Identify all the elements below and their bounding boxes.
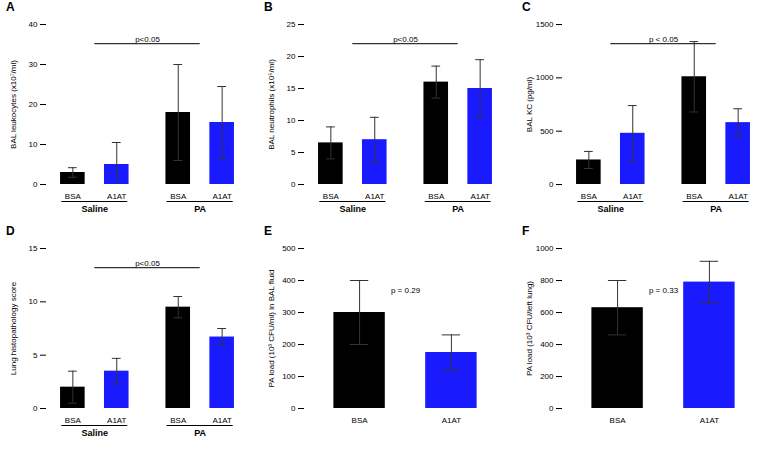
svg-text:20: 20 — [287, 52, 296, 61]
svg-text:0: 0 — [33, 404, 38, 413]
html-text:C: C — [522, 0, 531, 14]
svg-text:600: 600 — [540, 308, 554, 317]
svg-text:30: 30 — [29, 60, 38, 69]
svg-text:800: 800 — [540, 276, 554, 285]
svg-text:500: 500 — [540, 127, 554, 136]
svg-text:10: 10 — [29, 297, 38, 306]
svg-text:0: 0 — [549, 404, 554, 413]
svg-text:A1AT: A1AT — [212, 416, 232, 425]
svg-text:PA load (10³ CFU/left lung): PA load (10³ CFU/left lung) — [525, 281, 534, 376]
svg-text:1000: 1000 — [536, 244, 554, 253]
svg-text:PA: PA — [452, 204, 464, 214]
svg-text:25: 25 — [287, 20, 296, 29]
svg-text:A1AT: A1AT — [365, 192, 385, 201]
html-text:E: E — [264, 224, 272, 238]
svg-text:1500: 1500 — [536, 20, 554, 29]
svg-text:Saline: Saline — [82, 204, 109, 214]
svg-text:p = 0.29: p = 0.29 — [391, 286, 421, 295]
svg-text:10: 10 — [287, 116, 296, 125]
svg-text:0: 0 — [291, 180, 296, 189]
svg-text:BSA: BSA — [170, 416, 187, 425]
svg-text:300: 300 — [282, 308, 296, 317]
svg-text:BAL neutrophils (x10⁵/ml): BAL neutrophils (x10⁵/ml) — [267, 59, 276, 150]
svg-text:PA: PA — [710, 204, 722, 214]
svg-text:BAL KC (pg/ml): BAL KC (pg/ml) — [525, 77, 534, 133]
html-text:F: F — [522, 224, 530, 238]
svg-text:40: 40 — [29, 20, 38, 29]
svg-text:5: 5 — [291, 148, 296, 157]
svg-text:A1AT: A1AT — [107, 192, 127, 201]
svg-text:20: 20 — [29, 100, 38, 109]
svg-text:A1AT: A1AT — [728, 192, 748, 201]
svg-text:BSA: BSA — [686, 192, 703, 201]
svg-text:PA load (10³ CFU/ml) in BAL fl: PA load (10³ CFU/ml) in BAL fluid — [267, 270, 276, 388]
svg-text:15: 15 — [29, 244, 38, 253]
svg-text:PA: PA — [194, 204, 206, 214]
svg-text:BSA: BSA — [65, 192, 82, 201]
svg-text:100: 100 — [282, 372, 296, 381]
svg-text:p<0.05: p<0.05 — [135, 259, 160, 268]
svg-text:10: 10 — [29, 140, 38, 149]
svg-text:BSA: BSA — [428, 192, 445, 201]
svg-text:A1AT: A1AT — [212, 192, 232, 201]
svg-text:A1AT: A1AT — [442, 416, 462, 425]
svg-text:p<0.05: p<0.05 — [135, 35, 160, 44]
svg-text:p < 0.05: p < 0.05 — [649, 35, 679, 44]
svg-text:PA: PA — [194, 428, 206, 438]
svg-text:BAL leukocytes (x10⁷/ml): BAL leukocytes (x10⁷/ml) — [9, 60, 18, 149]
svg-text:200: 200 — [540, 372, 554, 381]
svg-text:A1AT: A1AT — [700, 416, 720, 425]
svg-text:500: 500 — [282, 244, 296, 253]
svg-text:A1AT: A1AT — [107, 416, 127, 425]
svg-text:Saline: Saline — [598, 204, 625, 214]
svg-text:200: 200 — [282, 340, 296, 349]
svg-text:BSA: BSA — [610, 416, 627, 425]
html-text:D: D — [6, 224, 15, 238]
svg-text:15: 15 — [287, 84, 296, 93]
svg-text:BSA: BSA — [65, 416, 82, 425]
svg-text:A1AT: A1AT — [623, 192, 643, 201]
html-text:A: A — [6, 0, 15, 14]
svg-text:BSA: BSA — [581, 192, 598, 201]
svg-text:BSA: BSA — [323, 192, 340, 201]
svg-text:BSA: BSA — [170, 192, 187, 201]
svg-text:1000: 1000 — [536, 73, 554, 82]
svg-text:0: 0 — [549, 180, 554, 189]
svg-text:400: 400 — [540, 340, 554, 349]
svg-text:A1AT: A1AT — [470, 192, 490, 201]
svg-text:Lung histopathology score: Lung histopathology score — [9, 281, 18, 375]
svg-text:400: 400 — [282, 276, 296, 285]
svg-text:p<0.05: p<0.05 — [393, 35, 418, 44]
svg-text:Saline: Saline — [340, 204, 367, 214]
svg-text:Saline: Saline — [82, 428, 109, 438]
svg-text:0: 0 — [291, 404, 296, 413]
svg-text:0: 0 — [33, 180, 38, 189]
svg-text:p = 0.33: p = 0.33 — [649, 286, 679, 295]
svg-text:BSA: BSA — [352, 416, 369, 425]
html-text:B: B — [264, 0, 273, 14]
svg-text:5: 5 — [33, 351, 38, 360]
